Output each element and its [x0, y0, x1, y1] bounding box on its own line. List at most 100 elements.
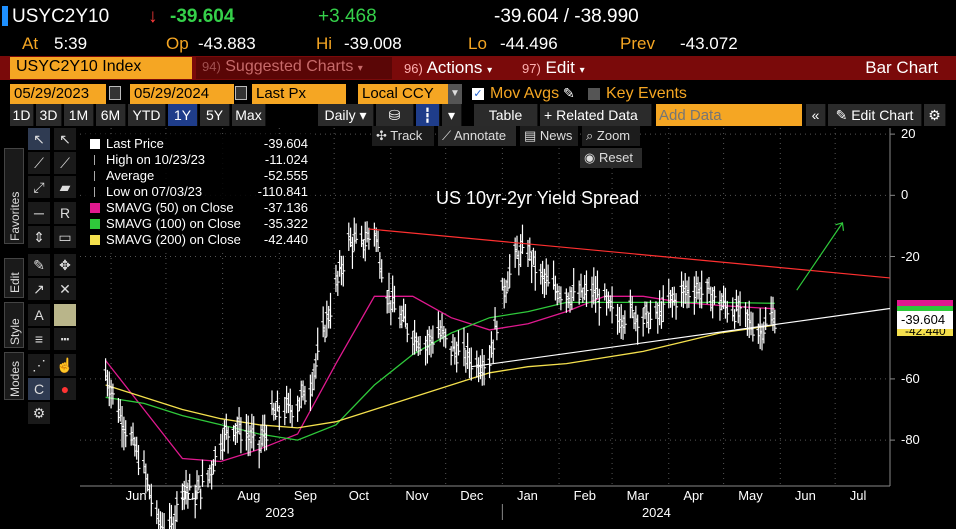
related-data-button[interactable]: + Related Data — [540, 104, 652, 126]
ray-icon[interactable]: ⟋ — [54, 152, 76, 174]
chevron-down-icon[interactable]: ▼ — [448, 84, 462, 104]
period-button-max[interactable]: Max — [232, 104, 266, 126]
zoom-tool[interactable]: ⌕ Zoom — [582, 126, 640, 146]
period-button-6m[interactable]: 6M — [96, 104, 126, 126]
move-icon[interactable]: ✥ — [54, 254, 76, 276]
tab-modes[interactable]: Modes — [4, 352, 24, 400]
tab-edit[interactable]: Edit — [4, 258, 24, 298]
retracement-icon[interactable]: R — [54, 202, 76, 224]
magnet-icon[interactable]: C — [28, 378, 50, 400]
calendar-icon[interactable] — [235, 86, 247, 100]
currency-selector[interactable]: Local CCY — [358, 84, 448, 104]
legend-value: -52.555 — [263, 168, 308, 183]
period-button-1y[interactable]: 1Y — [168, 104, 198, 126]
chevron-down-icon[interactable]: ▾ — [442, 104, 462, 126]
legend-row[interactable]: Last Price -39.604 — [90, 136, 312, 152]
horizontal-line-icon[interactable]: ─ — [28, 202, 50, 224]
edit-menu[interactable]: 97) Edit ▾ — [516, 57, 602, 79]
field-selector[interactable]: Last Px — [252, 84, 346, 104]
collapse-icon[interactable]: « — [806, 104, 826, 126]
high-label: Hi — [316, 34, 333, 53]
year-label: 2023 — [265, 505, 295, 520]
sma200-value-tag: -42.440 — [897, 326, 953, 336]
edit-chart-button[interactable]: ✎ Edit Chart — [828, 104, 922, 126]
calendar-icon[interactable] — [109, 86, 121, 100]
legend-value: -35.322 — [263, 216, 308, 231]
legend-row[interactable]: SMAVG (100) on Close -35.322 — [90, 216, 312, 232]
last-value-tag: -39.604 — [897, 311, 953, 329]
chart-type: Bar Chart — [865, 58, 938, 77]
legend: Last Price -39.604 High on 10/23/23 -11.024… — [84, 134, 314, 250]
legend-row[interactable]: Average -52.555 — [90, 168, 312, 184]
palette-icon[interactable]: ● — [54, 378, 76, 400]
mov-avgs-label[interactable]: Mov Avgs — [490, 85, 560, 102]
suggested-charts-menu[interactable]: 94) Suggested Charts ▾ — [196, 57, 392, 79]
news-tool[interactable]: ▤ News — [520, 126, 578, 146]
pencil-icon[interactable]: ✎ — [563, 85, 575, 101]
period-button-1m[interactable]: 1M — [64, 104, 94, 126]
actions-menu[interactable]: 96) Actions ▾ — [398, 57, 512, 79]
table-button[interactable]: Table — [474, 104, 538, 126]
settings-icon[interactable]: ⚙ — [28, 402, 50, 424]
pointer-icon[interactable]: ☝ — [54, 354, 76, 376]
reset-button[interactable]: ◉ Reset — [580, 148, 642, 168]
annotate-tool[interactable]: ⟋ Annotate — [438, 126, 516, 146]
end-date-field[interactable]: 05/29/2024 — [130, 84, 234, 104]
series-line-3 — [105, 324, 775, 429]
cursor-alt-icon[interactable]: ↖ — [54, 128, 76, 150]
mov-avgs-checkbox[interactable]: ✓ — [472, 88, 484, 100]
add-data-input[interactable] — [656, 104, 802, 126]
start-date-field[interactable]: 05/29/2023 — [10, 84, 106, 104]
gear-icon[interactable]: ⚙ — [924, 104, 946, 126]
pen-icon[interactable]: ✎ — [28, 254, 50, 276]
track-tool[interactable]: ✣ Track — [372, 126, 434, 146]
arrow-up-right-icon[interactable]: ↗ — [28, 278, 50, 300]
line-style-icon[interactable]: ┅ — [54, 328, 76, 350]
text-style-icon[interactable]: A — [28, 304, 50, 326]
legend-row[interactable]: Low on 07/03/23 -110.841 — [90, 184, 312, 200]
period-button-ytd[interactable]: YTD — [128, 104, 166, 126]
trendline-icon[interactable]: ⤢ — [28, 176, 50, 198]
security-name: USYC2Y10 Index — [16, 58, 142, 75]
open-value: -43.883 — [198, 34, 256, 53]
chart-style-icon[interactable]: ⛁ — [376, 104, 414, 126]
prev-value: -43.072 — [680, 34, 738, 53]
edit-chart-label: Edit Chart — [851, 107, 914, 123]
y-tick-label: -80 — [901, 432, 920, 448]
legend-label: SMAVG (50) on Close — [106, 200, 234, 215]
resistance-trendline — [368, 228, 891, 279]
bar-style-icon[interactable]: ┇ — [416, 104, 440, 126]
key-events-checkbox[interactable] — [588, 88, 600, 100]
legend-swatch — [90, 235, 100, 245]
crosshair-icon[interactable]: ⋰ — [28, 354, 50, 376]
measure-icon[interactable]: ⇕ — [28, 226, 50, 248]
down-arrow-icon: ↓ — [148, 6, 158, 27]
y-tick-label: 20 — [901, 126, 916, 142]
period-button-1d[interactable]: 1D — [10, 104, 34, 126]
delete-icon[interactable]: ✕ — [54, 278, 76, 300]
line-draw-icon[interactable]: ⟋ — [28, 152, 50, 174]
key-events-label[interactable]: Key Events — [606, 85, 687, 102]
period-button-3d[interactable]: 3D — [36, 104, 62, 126]
period-toolbar: 1D 3D 1M 6M YTD 1Y 5Y Max Daily ▾ ⛁ ┇ ▾ Table +… — [0, 104, 956, 126]
tab-style[interactable]: Style — [4, 302, 24, 348]
security-field[interactable]: USYC2Y10 Index — [10, 57, 192, 79]
channel-icon[interactable]: ▰ — [54, 176, 76, 198]
cursor-icon[interactable]: ↖ — [28, 128, 50, 150]
color-swatch-icon[interactable] — [54, 304, 76, 326]
line-weight-icon[interactable]: ≡ — [28, 328, 50, 350]
period-button-5y[interactable]: 5Y — [200, 104, 230, 126]
y-tick-label: -20 — [901, 248, 920, 264]
related-label: Related Data — [556, 107, 638, 123]
legend-row[interactable]: SMAVG (200) on Close -42.440 — [90, 232, 312, 248]
low-label: Lo — [468, 34, 487, 53]
frequency-selector[interactable]: Daily ▾ — [318, 104, 374, 126]
ticker[interactable]: USYC2Y10 — [12, 6, 110, 27]
rectangle-icon[interactable]: ▭ — [54, 226, 76, 248]
x-tick-label: Jun — [125, 488, 147, 503]
x-tick-label: Nov — [405, 488, 429, 503]
legend-row[interactable]: High on 10/23/23 -11.024 — [90, 152, 312, 168]
tab-favorites[interactable]: Favorites — [4, 148, 24, 244]
legend-row[interactable]: SMAVG (50) on Close -37.136 — [90, 200, 312, 216]
